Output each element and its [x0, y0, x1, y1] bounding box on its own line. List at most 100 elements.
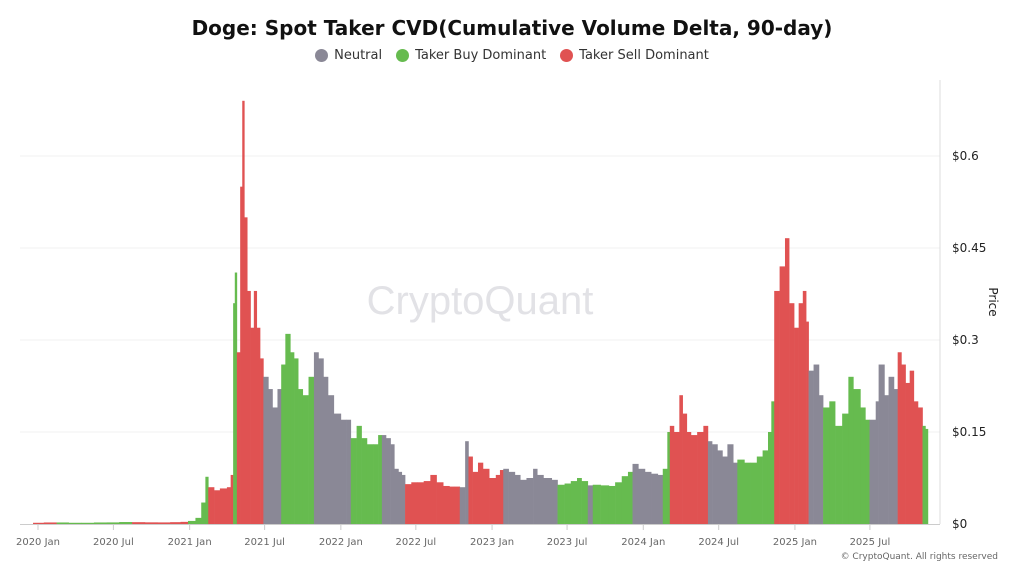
- x-tick-label: 2024 Jul: [698, 537, 739, 548]
- price-bar: [256, 327, 261, 524]
- legend-swatch-sell: [560, 49, 574, 62]
- price-bar: [577, 478, 582, 524]
- price-bar: [750, 462, 758, 524]
- y-tick-label: $0.3: [952, 333, 979, 347]
- price-bar: [884, 395, 889, 524]
- x-tick-label: 2020 Jan: [16, 537, 60, 548]
- price-bar: [779, 266, 786, 524]
- price-bar: [323, 376, 329, 524]
- price-bar: [557, 484, 565, 524]
- price-bar: [242, 100, 245, 525]
- price-bar: [697, 432, 704, 524]
- price-bar: [917, 407, 923, 524]
- price-bar: [465, 441, 469, 524]
- price-bar: [707, 441, 713, 524]
- price-bar: [499, 470, 504, 524]
- price-bar: [405, 484, 412, 524]
- price-bar: [378, 435, 383, 524]
- legend-item-neutral[interactable]: Neutral: [315, 48, 382, 63]
- y-tick-label: $0.45: [952, 241, 986, 255]
- price-bar: [272, 407, 278, 524]
- price-bar: [219, 488, 228, 524]
- price-bar: [230, 474, 234, 524]
- price-bar: [390, 444, 395, 524]
- price-bar: [514, 474, 521, 524]
- x-tick-label: 2022 Jan: [319, 537, 363, 548]
- price-bar: [285, 333, 291, 524]
- price-bar: [417, 482, 425, 524]
- legend-item-buy[interactable]: Taker Buy Dominant: [396, 48, 546, 63]
- legend-item-sell[interactable]: Taker Sell Dominant: [560, 48, 709, 63]
- price-bar: [240, 186, 243, 524]
- price-bar: [298, 389, 304, 524]
- price-bar: [313, 352, 319, 524]
- legend-swatch-buy: [396, 49, 410, 62]
- price-bar: [33, 522, 45, 524]
- price-bar: [893, 389, 898, 524]
- legend-label-buy: Taker Buy Dominant: [415, 48, 547, 63]
- price-bar: [794, 327, 799, 524]
- price-bar: [294, 358, 299, 524]
- price-bar: [627, 471, 633, 524]
- price-bar: [813, 364, 820, 524]
- price-bar: [333, 413, 342, 524]
- price-bar: [459, 487, 466, 524]
- price-bar: [468, 456, 473, 524]
- price-bar: [806, 321, 809, 524]
- price-bar: [132, 522, 146, 524]
- price-bar: [93, 522, 108, 524]
- price-bar: [608, 485, 616, 524]
- price-bar: [848, 376, 854, 524]
- price-bar: [913, 401, 919, 524]
- price-bar: [690, 435, 698, 524]
- price-bar: [762, 450, 769, 524]
- price-bar: [784, 238, 790, 525]
- price-bar: [774, 290, 780, 524]
- y-tick-label: $0: [952, 517, 967, 531]
- x-tick-label: 2023 Jul: [547, 537, 588, 548]
- x-tick-label: 2024 Jan: [621, 537, 665, 548]
- price-bar: [430, 474, 437, 524]
- price-bar: [398, 471, 403, 524]
- price-bar: [386, 438, 391, 524]
- copyright: © CryptoQuant. All rights reserved: [840, 552, 998, 562]
- price-bar: [638, 468, 646, 524]
- price-bar: [543, 478, 553, 524]
- price-bar: [263, 376, 269, 524]
- price-bar: [756, 456, 763, 524]
- price-bar: [570, 481, 578, 524]
- price-bar: [600, 485, 610, 524]
- price-bar: [853, 389, 861, 524]
- price-bar: [373, 444, 379, 524]
- y-axis-title: Price: [986, 287, 1000, 316]
- price-bar: [187, 520, 196, 524]
- price-bar: [537, 474, 544, 524]
- price-bar: [401, 474, 406, 524]
- price-bar: [767, 432, 772, 524]
- price-bar: [875, 401, 879, 524]
- price-bar: [808, 370, 814, 524]
- price-bar: [686, 432, 692, 524]
- price-bar: [581, 481, 589, 524]
- price-bar: [346, 419, 352, 524]
- price-bar: [657, 474, 664, 524]
- legend-label-neutral: Neutral: [334, 48, 383, 63]
- price-bar: [888, 376, 895, 524]
- price-bar: [489, 478, 497, 524]
- price-bar: [328, 395, 335, 524]
- price-bar: [682, 413, 688, 524]
- price-bar: [727, 444, 734, 524]
- price-bar: [81, 522, 95, 524]
- price-bar: [195, 517, 202, 524]
- price-bar: [277, 389, 282, 524]
- price-bar: [106, 522, 120, 524]
- price-bar: [722, 456, 728, 524]
- price-bar: [679, 395, 683, 524]
- price-bar: [157, 522, 171, 524]
- price-bar: [771, 401, 775, 524]
- price-bar: [587, 485, 594, 524]
- price-bar: [651, 473, 659, 524]
- price-bar: [423, 481, 431, 524]
